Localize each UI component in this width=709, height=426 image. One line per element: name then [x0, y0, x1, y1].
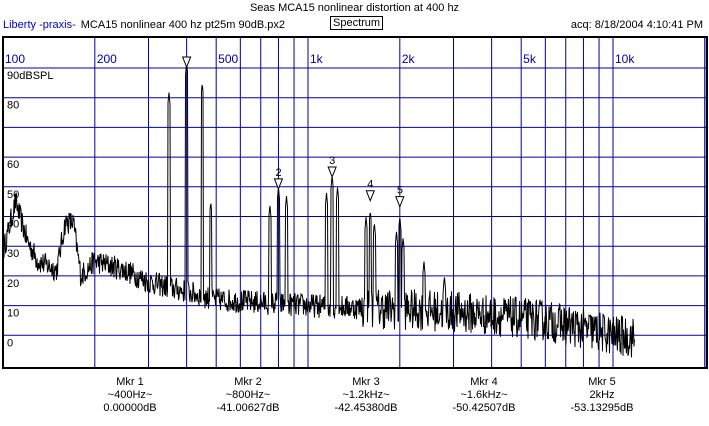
marker-number: 4	[367, 179, 373, 191]
marker-readout: Mkr 5 2kHz -53.13295dB	[547, 376, 657, 415]
spectrum-trace	[3, 63, 635, 358]
marker-freq: ~1.2kHz~	[342, 389, 390, 401]
marker-readout: Mkr 4 ~1.6kHz~ -50.42507dB	[429, 376, 539, 415]
x-tick-label: 200	[97, 52, 117, 66]
x-tick-label: 10k	[615, 52, 635, 66]
y-tick-label: 80	[7, 100, 19, 112]
marker-freq: ~400Hz~	[107, 389, 153, 401]
file-line: Liberty -praxis- MCA15 nonlinear 400 hz …	[3, 19, 285, 31]
marker-value: -50.42507dB	[452, 402, 516, 414]
x-tick-label: 2k	[402, 52, 416, 66]
marker-name: Mkr 4	[470, 376, 498, 388]
marker-number: 5	[397, 185, 403, 197]
x-tick-label: 5k	[523, 52, 537, 66]
marker-name: Mkr 1	[116, 376, 144, 388]
y-tick-label: 20	[7, 278, 19, 290]
marker-freq: ~1.6kHz~	[460, 389, 508, 401]
marker-readout: Mkr 3 ~1.2kHz~ -42.45380dB	[311, 376, 421, 415]
marker-value: -41.00627dB	[216, 402, 280, 414]
marker-name: Mkr 5	[588, 376, 616, 388]
y-tick-label: 30	[7, 248, 19, 260]
marker-readout: Mkr 2 ~800Hz~ -41.00627dB	[193, 376, 303, 415]
y-tick-label: 90dBSPL	[7, 70, 53, 82]
marker-value: 0.00000dB	[103, 402, 157, 414]
marker-4-icon	[365, 190, 375, 203]
marker-number: 2	[275, 167, 281, 179]
marker-name: Mkr 2	[234, 376, 262, 388]
marker-name: Mkr 3	[352, 376, 380, 388]
marker-readout: Mkr 1 ~400Hz~ 0.00000dB	[75, 376, 185, 415]
x-tick-label: 100	[5, 52, 25, 66]
marker-number: 3	[329, 155, 335, 167]
x-tick-label: 1k	[310, 52, 324, 66]
marker-1-icon	[181, 56, 192, 69]
marker-3-icon	[327, 166, 337, 179]
y-tick-label: 60	[7, 159, 19, 171]
mode-button[interactable]: Spectrum	[330, 16, 384, 30]
marker-2-icon	[273, 178, 284, 191]
y-tick-label: 50	[7, 189, 19, 201]
marker-value: -53.13295dB	[570, 402, 634, 414]
x-tick-label: 500	[218, 52, 238, 66]
y-tick-label: 10	[7, 308, 19, 320]
marker-value: -42.45380dB	[334, 402, 398, 414]
chart-title: Seas MCA15 nonlinear distortion at 400 h…	[249, 2, 460, 14]
brand-label: Liberty -praxis-	[3, 19, 76, 31]
marker-5-icon	[395, 196, 405, 208]
acquisition-time: acq: 8/18/2004 4:10:41 PM	[570, 19, 703, 31]
plot-frame	[2, 36, 708, 369]
file-name: MCA15 nonlinear 400 hz pt25m 90dB.px2	[80, 19, 285, 31]
y-tick-label: 0	[7, 337, 13, 349]
marker-freq: 2kHz	[589, 389, 615, 401]
marker-freq: ~800Hz~	[225, 389, 271, 401]
